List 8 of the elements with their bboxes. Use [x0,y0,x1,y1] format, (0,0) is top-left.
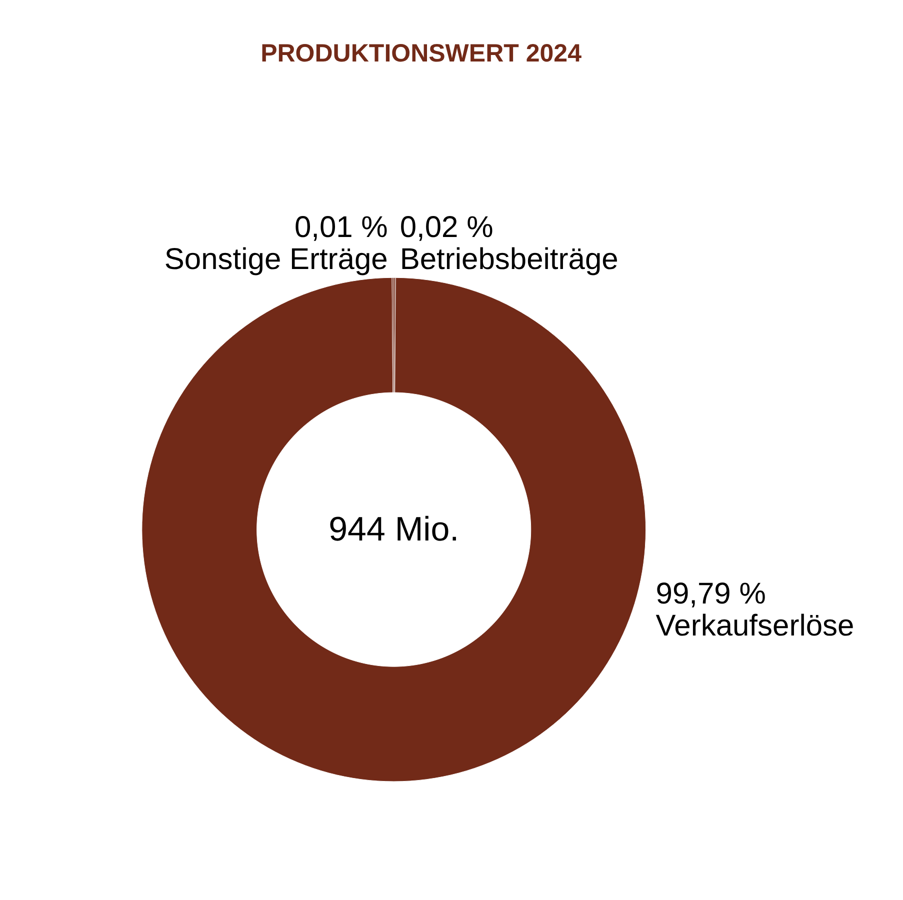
chart-title: PRODUKTIONSWERT 2024 [260,40,582,68]
slice-label: Sonstige Erträge [164,243,388,276]
data-label: 0,02 % [400,211,494,244]
text: 944 Mio. [328,510,460,549]
data-label: 99,79 % [656,578,766,611]
slice-label: Verkaufserlöse [656,610,854,643]
data-label: 0,01 % [294,211,388,244]
slice-label: Betriebsbeiträge [400,243,618,276]
